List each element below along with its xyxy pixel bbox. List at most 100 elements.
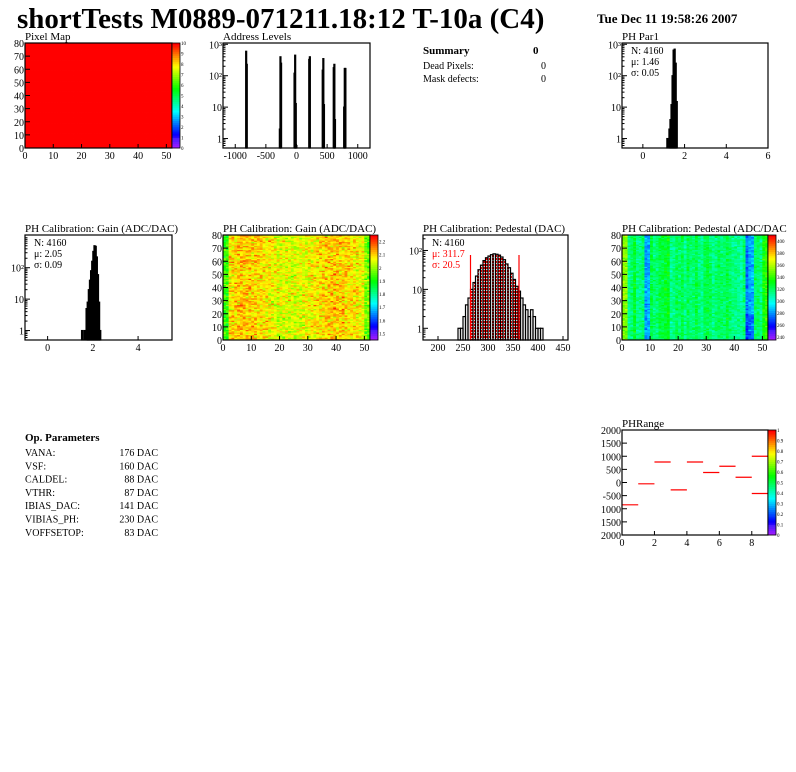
heatmap-cell xyxy=(87,95,91,98)
heatmap-cell xyxy=(112,91,116,94)
heatmap-cell xyxy=(126,124,130,127)
heatmap-cell xyxy=(121,136,125,138)
heatmap-cell xyxy=(39,141,43,144)
heatmap-cell xyxy=(126,121,130,124)
heatmap-cell xyxy=(39,117,43,120)
heatmap-cell xyxy=(104,106,108,108)
heatmap-cell xyxy=(118,140,122,142)
heatmap-cell xyxy=(126,109,130,112)
heatmap-cell xyxy=(106,129,111,132)
heatmap-cell xyxy=(36,56,40,58)
stats-line: σ: 0.05 xyxy=(631,68,659,79)
heatmap-cell xyxy=(121,83,125,86)
heatmap-cell xyxy=(132,117,136,120)
heatmap-cell xyxy=(123,73,128,75)
heatmap-cell xyxy=(75,94,80,96)
heatmap-cell xyxy=(115,77,119,79)
heatmap-cell xyxy=(118,119,122,121)
palette-cell xyxy=(172,120,180,124)
heatmap-cell xyxy=(104,77,108,79)
x-tick-label: 500 xyxy=(320,151,335,162)
heatmap-cell xyxy=(98,119,102,121)
heatmap-cell xyxy=(126,130,130,133)
heatmap-cell xyxy=(104,144,108,146)
heatmap-cell xyxy=(84,71,88,74)
heatmap-cell xyxy=(64,100,68,103)
heatmap-cell xyxy=(104,64,108,66)
heatmap-cell xyxy=(84,125,88,128)
heatmap-cell xyxy=(84,86,88,89)
heatmap-cell xyxy=(50,77,54,79)
heatmap-cell xyxy=(58,43,63,45)
heatmap-cell xyxy=(95,52,99,54)
heatmap-cell xyxy=(78,120,82,123)
heatmap-cell xyxy=(75,95,80,98)
heatmap-cell xyxy=(118,125,122,128)
heatmap-cell xyxy=(126,43,130,45)
heatmap-cell xyxy=(73,138,77,141)
heatmap-cell xyxy=(25,60,29,62)
heatmap-cell xyxy=(135,130,139,133)
heatmap-cell xyxy=(30,87,34,90)
heatmap-cell xyxy=(27,90,32,92)
heatmap-cell xyxy=(95,140,99,142)
heatmap-cell xyxy=(33,102,37,104)
heatmap-cell xyxy=(70,137,74,140)
heatmap-cell xyxy=(75,96,80,99)
heatmap-cell xyxy=(75,98,80,100)
histogram-bar xyxy=(99,329,102,341)
heatmap-cell xyxy=(58,113,63,116)
heatmap-cell xyxy=(101,99,105,102)
heatmap-cell xyxy=(27,52,32,54)
heatmap-cell xyxy=(121,49,125,52)
heatmap-cell xyxy=(67,50,71,53)
heatmap-cell xyxy=(56,52,60,54)
heatmap-cell xyxy=(98,69,102,71)
heatmap-cell xyxy=(33,133,37,136)
y-tick-label: 80 xyxy=(14,39,24,50)
heatmap-cell xyxy=(44,88,49,91)
heatmap-cell xyxy=(75,91,80,94)
heatmap-cell xyxy=(104,125,108,128)
heatmap-cell xyxy=(92,58,97,61)
heatmap-cell xyxy=(112,127,116,129)
heatmap-cell xyxy=(95,44,99,47)
heatmap-cell xyxy=(109,124,114,127)
heatmap-cell xyxy=(118,108,122,111)
heatmap-cell xyxy=(101,62,105,65)
heatmap-cell xyxy=(92,44,97,47)
heatmap-cell xyxy=(95,49,99,52)
heatmap-cell xyxy=(53,119,57,121)
heatmap-cell xyxy=(67,87,71,90)
heatmap-cell xyxy=(109,100,114,103)
heatmap-cell xyxy=(135,129,139,132)
heatmap-cell xyxy=(87,85,91,87)
heatmap-cell xyxy=(41,104,46,107)
heatmap-cell xyxy=(33,52,37,54)
heatmap-cell xyxy=(47,99,51,102)
heatmap-cell xyxy=(81,127,85,129)
heatmap-cell xyxy=(115,128,119,131)
heatmap-cell xyxy=(27,85,32,87)
heatmap-cell xyxy=(109,123,114,125)
heatmap-cell xyxy=(47,127,51,129)
heatmap-cell xyxy=(64,71,68,74)
heatmap-cell xyxy=(81,106,85,108)
heatmap-cell xyxy=(67,117,71,120)
heatmap-cell xyxy=(106,112,111,115)
heatmap-cell xyxy=(50,104,54,107)
heatmap-cell xyxy=(84,132,88,134)
heatmap-cell xyxy=(25,117,29,120)
heatmap-cell xyxy=(64,96,68,99)
heatmap-cell xyxy=(30,82,34,85)
heatmap-cell xyxy=(129,113,133,116)
heatmap-cell xyxy=(90,104,94,107)
heatmap-cell xyxy=(112,124,116,127)
heatmap-cell xyxy=(41,49,46,52)
heatmap-cell xyxy=(78,103,82,106)
heatmap-cell xyxy=(47,67,51,70)
heatmap-cell xyxy=(58,75,63,78)
heatmap-cell xyxy=(30,99,34,102)
heatmap-cell xyxy=(64,108,68,111)
heatmap-cell xyxy=(39,128,43,131)
